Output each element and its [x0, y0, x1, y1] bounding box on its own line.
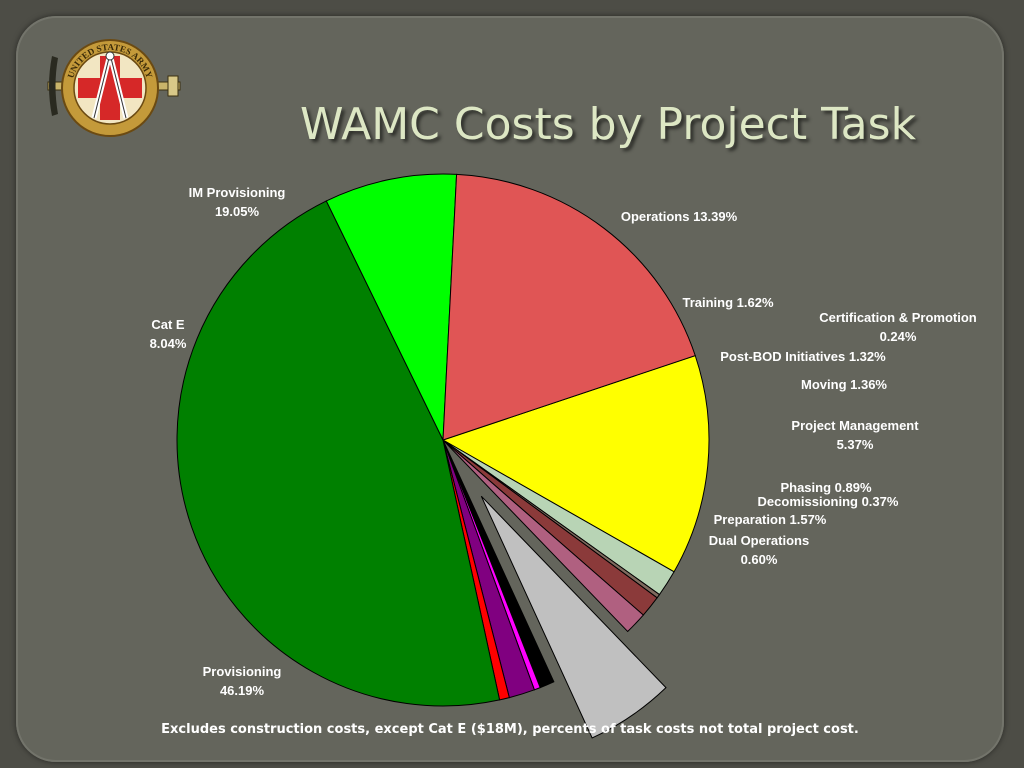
pie-label-cat-e: Cat E 8.04%: [150, 317, 187, 351]
pie-label-line: 0.24%: [880, 329, 917, 344]
pie-label-line: Phasing 0.89%: [780, 480, 871, 495]
pie-label-project-management: Project Management 5.37%: [791, 418, 919, 452]
pie-label-line: 8.04%: [150, 336, 187, 351]
pie-labels: Operations 13.39% Training 1.62% Certifica…: [150, 185, 977, 698]
pie-label-provisioning: Provisioning 46.19%: [203, 664, 282, 698]
pie-label-line: 5.37%: [837, 437, 874, 452]
logo-wing: [49, 56, 58, 116]
pie-label-certification-promotion: Certification & Promotion 0.24%: [819, 310, 977, 344]
pie-label-line: 46.19%: [220, 683, 265, 698]
pie-label-phasing: Phasing 0.89%: [780, 480, 871, 495]
pie-label-dual-operations: Dual Operations 0.60%: [709, 533, 809, 567]
pie-label-line: Training 1.62%: [682, 295, 773, 310]
pie-label-line: Post-BOD Initiatives 1.32%: [720, 349, 886, 364]
slide-title: WAMC Costs by Project Task: [300, 99, 917, 150]
pie-label-line: Project Management: [791, 418, 919, 433]
pie-label-line: Dual Operations: [709, 533, 809, 548]
pie-slice-im-provisioning: [442, 173, 696, 441]
pie-slice-moving: [442, 439, 645, 633]
pie-label-line: Decomissioning 0.37%: [758, 494, 899, 509]
pie-label-line: Moving 1.36%: [801, 377, 887, 392]
army-logo-icon: UNITED STATES ARMY: [47, 39, 181, 137]
pie-label-line: Preparation 1.57%: [714, 512, 827, 527]
pie-label-line: 19.05%: [215, 204, 260, 219]
pie-label-preparation: Preparation 1.57%: [714, 512, 827, 527]
pie-label-operations: Operations 13.39%: [621, 209, 738, 224]
logo-compass-outline: [93, 53, 127, 119]
pie-label-moving: Moving 1.36%: [801, 377, 887, 392]
logo-cross-horizontal: [78, 78, 142, 98]
pie-label-line: Cat E: [151, 317, 185, 332]
pie-slice-cat-e: [325, 173, 458, 441]
pie-label-line: 0.60%: [741, 552, 778, 567]
pie-label-line: Certification & Promotion: [819, 310, 977, 325]
pie-slice-provisioning: [176, 200, 501, 707]
pie-label-im-provisioning: IM Provisioning 19.05%: [189, 185, 286, 219]
pie-slice-operations: [441, 354, 710, 573]
pie-label-decomissioning: Decomissioning 0.37%: [758, 494, 899, 509]
pie-label-line: IM Provisioning: [189, 185, 286, 200]
pie-label-training: Training 1.62%: [682, 295, 773, 310]
logo-sword-guard: [167, 75, 179, 97]
pie-label-post-bod-initiatives: Post-BOD Initiatives 1.32%: [720, 349, 886, 364]
pie-slice-project-management: [480, 495, 667, 739]
pie-label-line: Provisioning: [203, 664, 282, 679]
footnote: Excludes construction costs, except Cat …: [161, 722, 859, 737]
logo-compass-hinge: [105, 51, 115, 61]
pie-label-line: Operations 13.39%: [621, 209, 738, 224]
pie-slices: [176, 173, 710, 739]
